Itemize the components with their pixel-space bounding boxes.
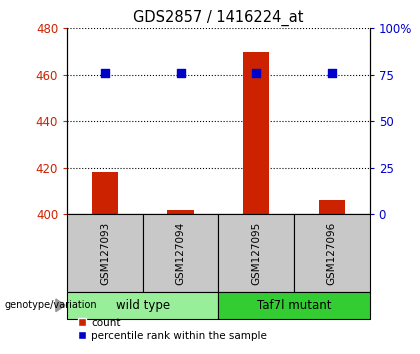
Bar (243, 52, 270, 214)
FancyBboxPatch shape (218, 292, 370, 319)
FancyBboxPatch shape (67, 214, 143, 292)
Title: GDS2857 / 1416224_at: GDS2857 / 1416224_at (133, 9, 304, 25)
Point (328, 70, 335, 76)
Text: genotype/variation: genotype/variation (4, 300, 97, 310)
FancyBboxPatch shape (294, 214, 370, 292)
Text: wild type: wild type (116, 299, 170, 312)
Text: GSM127096: GSM127096 (327, 222, 337, 285)
FancyBboxPatch shape (67, 292, 218, 319)
Text: GSM127094: GSM127094 (176, 222, 186, 285)
Bar (92, 172, 118, 214)
Polygon shape (56, 299, 65, 312)
Bar (168, 210, 194, 214)
Point (102, 70, 108, 76)
Text: GSM127095: GSM127095 (251, 222, 261, 285)
Point (177, 70, 184, 76)
Point (253, 70, 260, 76)
Legend: count, percentile rank within the sample: count, percentile rank within the sample (72, 314, 271, 345)
Text: Taf7l mutant: Taf7l mutant (257, 299, 331, 312)
Text: GSM127093: GSM127093 (100, 222, 110, 285)
Bar (319, 200, 345, 214)
FancyBboxPatch shape (218, 214, 294, 292)
FancyBboxPatch shape (143, 214, 218, 292)
